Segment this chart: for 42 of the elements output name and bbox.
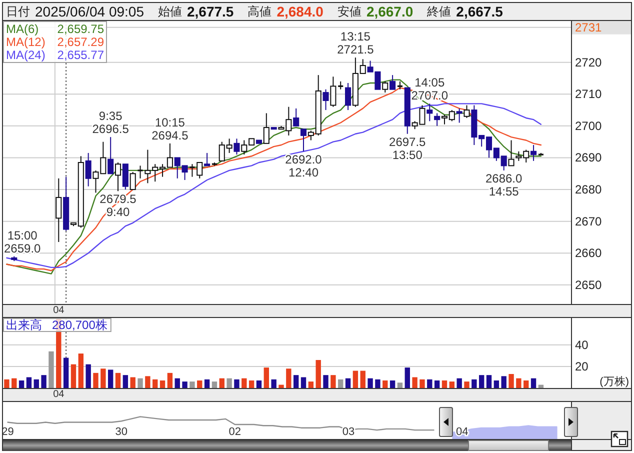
text: 9:35 2696.5 — [92, 109, 129, 136]
text: 2692.0 12:40 — [285, 152, 322, 180]
text: 安値 — [337, 4, 362, 18]
y-tick-label: 2720 — [575, 55, 602, 70]
x-tick-label: 04 — [53, 305, 65, 316]
text: 2,667.5 — [456, 4, 504, 20]
y-tick-label: 20 — [575, 359, 589, 374]
y-tick-label: 2700 — [575, 118, 602, 133]
text: 高値 — [248, 4, 272, 18]
x-tick-label: 02 — [228, 426, 242, 438]
annotation: 2,655.77 — [57, 48, 104, 62]
x-tick-label: 30 — [115, 426, 128, 438]
y-tick-label: 2650 — [575, 278, 602, 292]
y-tick-label: 2710 — [575, 87, 602, 102]
annotation: 出来高 — [6, 318, 42, 332]
text: 13:15 2721.5 — [337, 30, 374, 57]
y-tick-label: 2731 — [575, 20, 602, 34]
annotation: 2,657.29 — [57, 35, 104, 49]
text: 2697.5 13:50 — [389, 134, 426, 162]
text: 日付 — [6, 4, 30, 18]
x-tick-label: 04 — [456, 426, 468, 438]
text: 終値 — [426, 4, 452, 18]
y-tick-label: 40 — [575, 338, 589, 352]
text: MA(6) — [6, 22, 39, 36]
text: 始値 — [158, 4, 182, 18]
text: MA(24) — [6, 48, 46, 62]
y-tick-label: 2680 — [575, 182, 602, 197]
text: MA(12) — [6, 35, 46, 49]
y-axis-title: (万株) — [600, 375, 629, 388]
text: 10:15 2694.5 — [152, 115, 188, 142]
text: 15:00 2659.0 — [4, 228, 41, 256]
y-tick-label: 2670 — [575, 214, 602, 228]
annotation: 280,700株 — [52, 318, 108, 332]
annotation: 2,659.75 — [57, 22, 104, 36]
y-tick-label: 2690 — [575, 150, 602, 165]
text: 2,667.0 — [366, 4, 414, 20]
text: 2025/06/04 09:05 — [35, 4, 144, 20]
y-tick-label: 2660 — [575, 246, 602, 260]
x-tick-label: 04 — [53, 389, 65, 400]
text: 2,684.0 — [276, 4, 324, 20]
text: 2,677.5 — [187, 4, 234, 20]
text: 2686.0 14:55 — [486, 171, 522, 198]
